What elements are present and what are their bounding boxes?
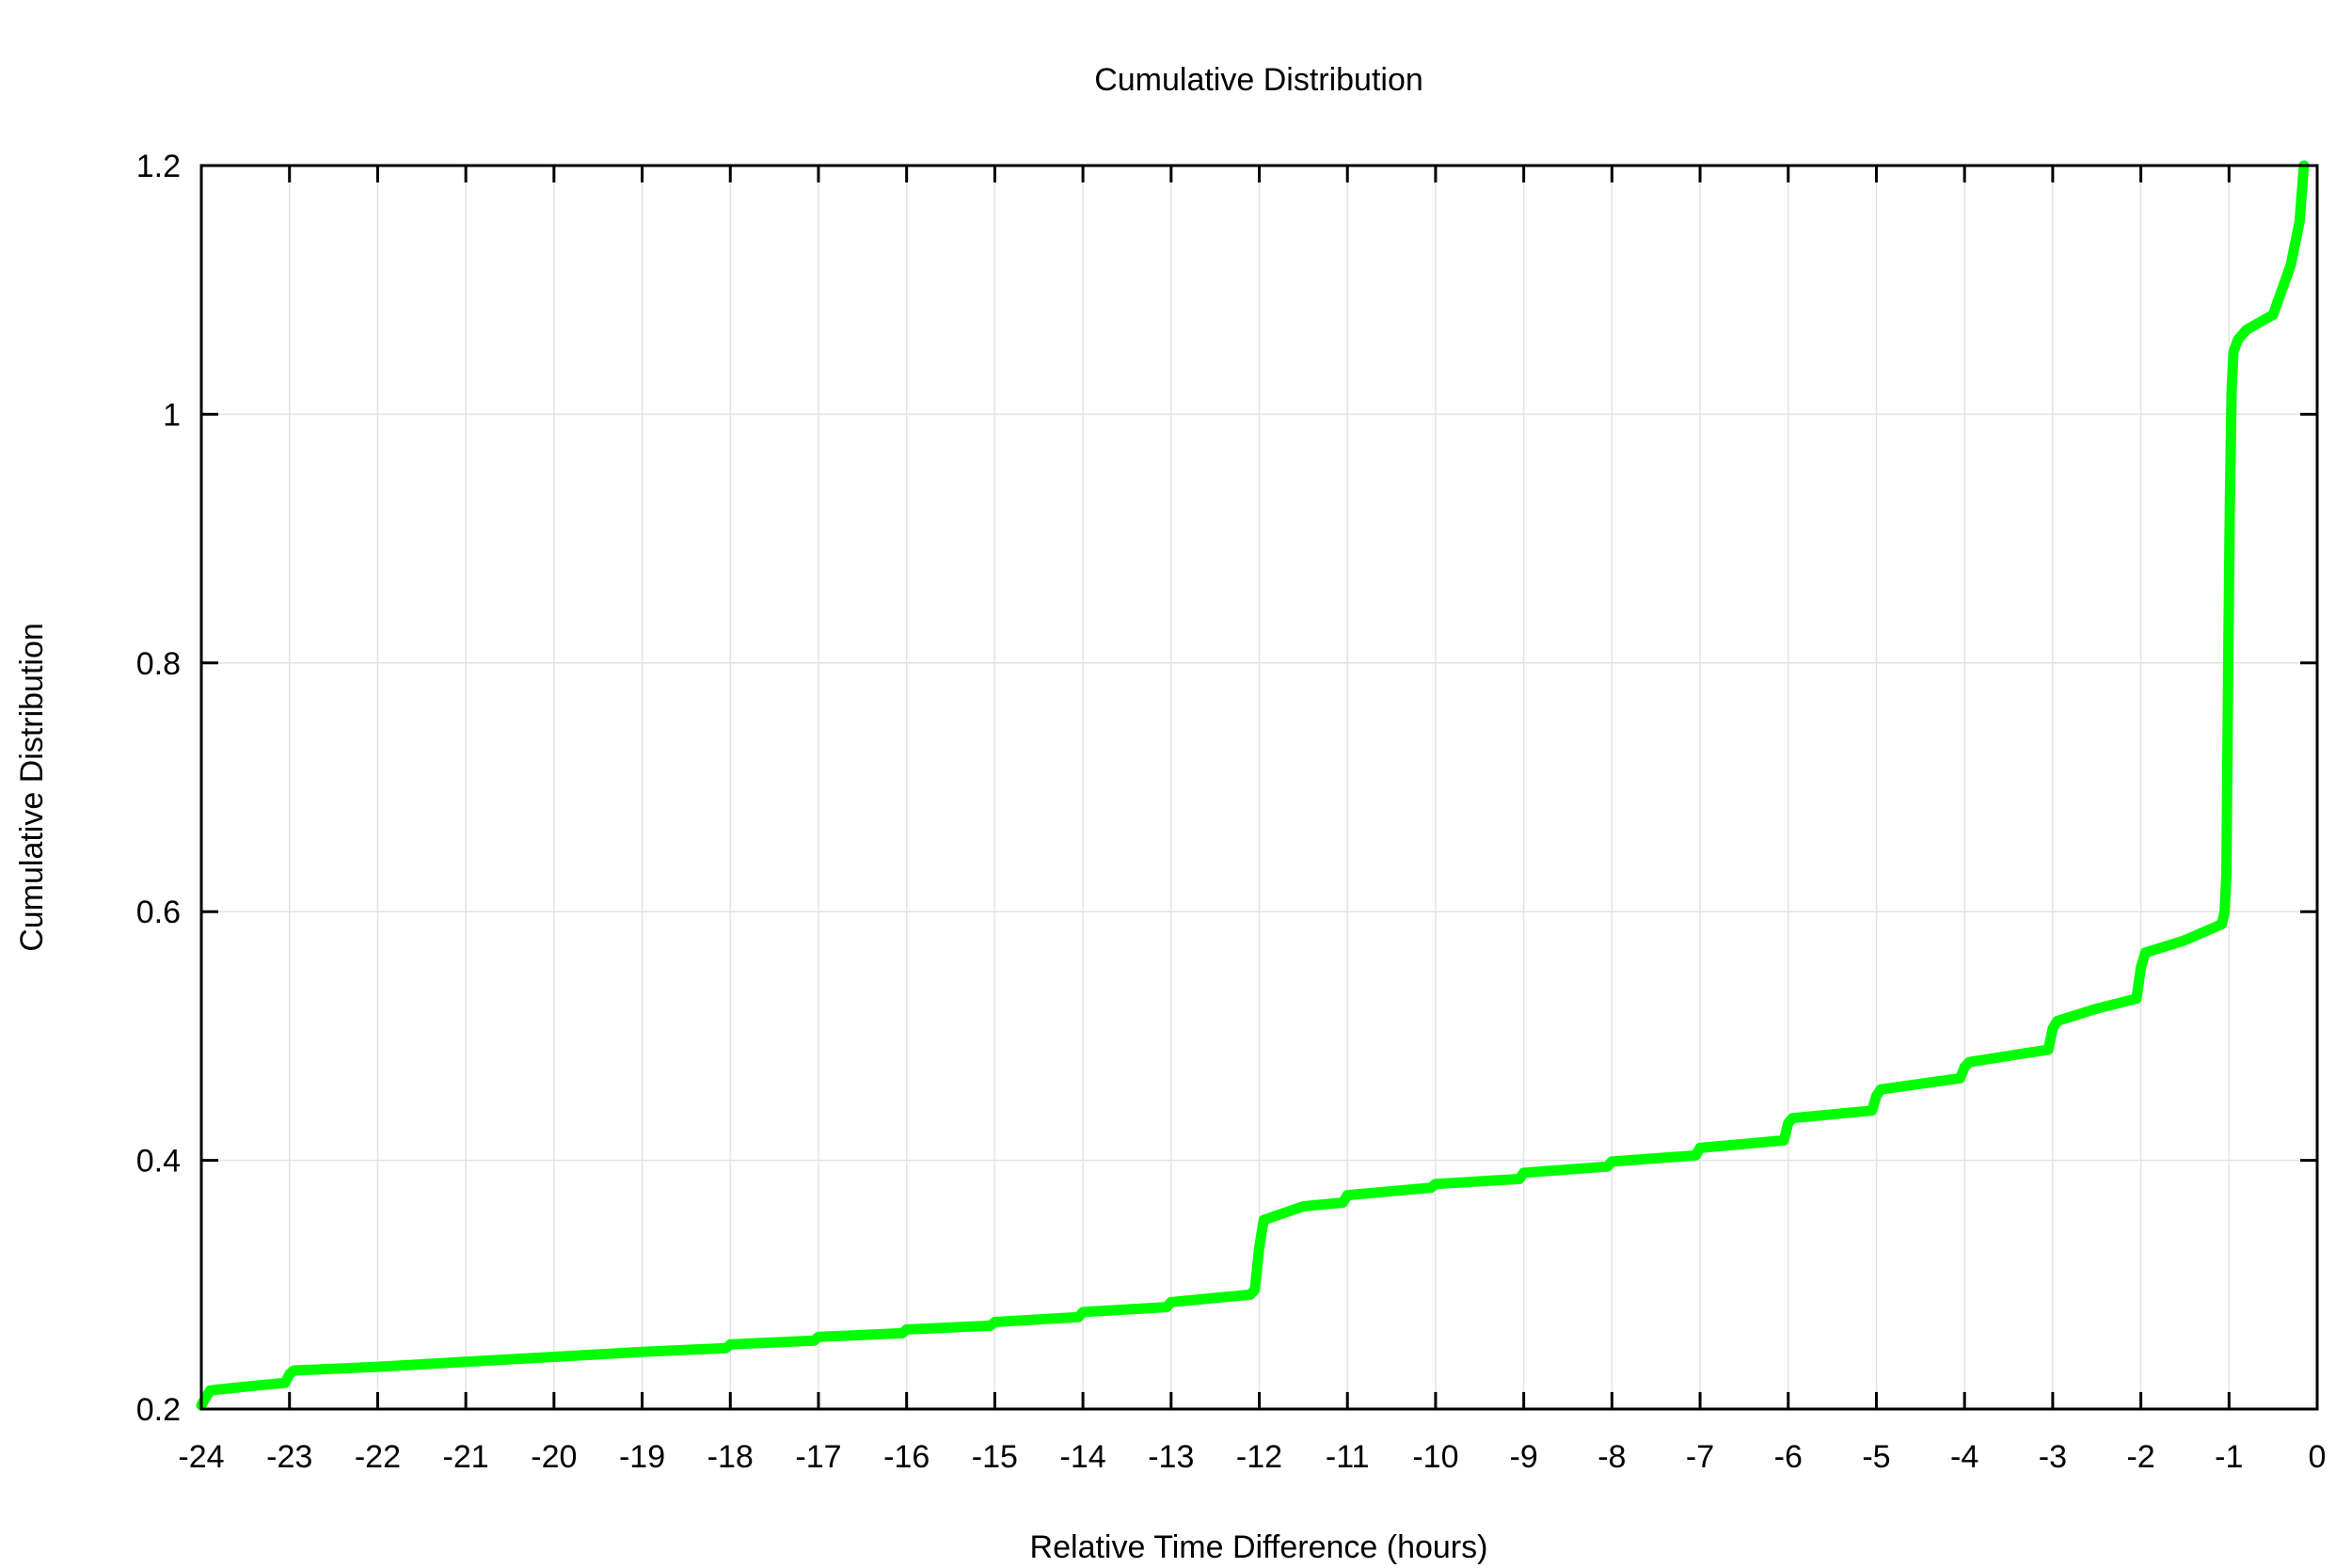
x-tick-label: -15 [972, 1439, 1018, 1475]
x-tick-label: -23 [266, 1439, 312, 1475]
y-axis-title: Cumulative Distribution [14, 623, 50, 952]
x-tick-label: -17 [795, 1439, 841, 1475]
x-tick-label: -1 [2215, 1439, 2243, 1475]
chart-title: Cumulative Distribution [1094, 62, 1423, 98]
x-tick-label: -12 [1236, 1439, 1282, 1475]
x-tick-label: -22 [355, 1439, 401, 1475]
x-tick-label: -13 [1148, 1439, 1194, 1475]
x-axis-title: Relative Time Difference (hours) [1030, 1529, 1488, 1565]
x-tick-label: -11 [1326, 1439, 1370, 1475]
x-tick-label: -5 [1862, 1439, 1890, 1475]
series-layer [196, 160, 2310, 1411]
y-tick-label: 1.2 [136, 149, 181, 184]
cdf-series-line [196, 160, 2310, 1411]
x-tick-label: -10 [1412, 1439, 1458, 1475]
x-tick-label: -9 [1510, 1439, 1538, 1475]
x-tick-label: -24 [178, 1439, 224, 1475]
x-tick-label: -8 [1597, 1439, 1626, 1475]
y-tick-label: 0.6 [136, 895, 181, 930]
x-tick-label: -21 [443, 1439, 489, 1475]
x-tick-label: -4 [1950, 1439, 1979, 1475]
x-tick-label: -14 [1060, 1439, 1106, 1475]
y-tick-label: 1 [163, 397, 181, 433]
y-tick-label: 0.8 [136, 646, 181, 682]
x-tick-label: -20 [531, 1439, 577, 1475]
x-tick-label: 0 [2309, 1439, 2327, 1475]
x-tick-label: -6 [1774, 1439, 1803, 1475]
x-tick-label: -18 [707, 1439, 754, 1475]
x-tick-label: -19 [619, 1439, 665, 1475]
y-tick-label: 0.2 [136, 1392, 181, 1428]
x-tick-label: -2 [2126, 1439, 2154, 1475]
tick-layer [199, 164, 2319, 1411]
x-tick-label: -16 [883, 1439, 930, 1475]
x-tick-label: -3 [2039, 1439, 2067, 1475]
label-layer: -24 -23 -22 -21 -20 -19 -18 -17 -16 -15 -14 -13 -12-… [136, 149, 2327, 1475]
y-tick-label: 0.4 [136, 1144, 181, 1180]
x-tick-label: -7 [1686, 1439, 1714, 1475]
